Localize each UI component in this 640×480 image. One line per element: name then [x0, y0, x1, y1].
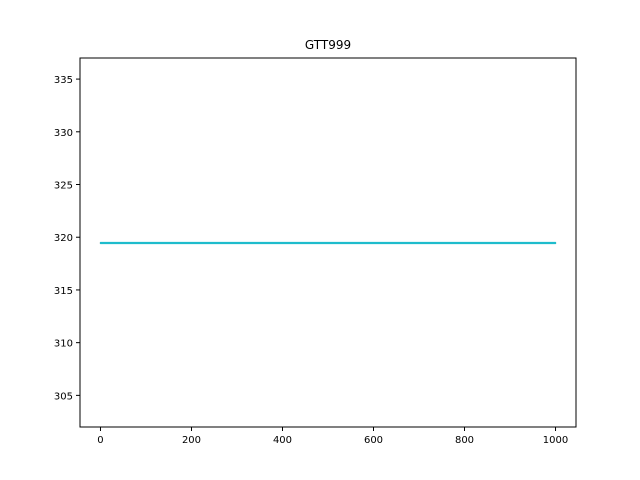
y-tick-label: 315 [54, 286, 73, 297]
y-tick-label: 305 [54, 391, 73, 402]
chart-title: GTT999 [305, 38, 351, 52]
x-tick-label: 600 [364, 435, 383, 446]
y-tick-label: 330 [54, 128, 73, 139]
y-tick-label: 325 [54, 181, 73, 192]
x-tick-label: 200 [182, 435, 201, 446]
x-tick-label: 0 [97, 435, 103, 446]
y-axis: 305 310 315 320 325 330 335 [54, 75, 80, 402]
x-tick-label: 400 [273, 435, 292, 446]
y-tick-label: 310 [54, 339, 73, 350]
y-tick-label: 335 [54, 75, 73, 86]
x-tick-label: 800 [455, 435, 474, 446]
x-tick-label: 1000 [543, 435, 568, 446]
plot-frame [79, 57, 577, 428]
y-tick-label: 320 [54, 233, 73, 244]
series-layer [99, 241, 557, 245]
plot-area [79, 57, 577, 428]
x-axis: 0 200 400 600 800 1000 [97, 427, 568, 446]
